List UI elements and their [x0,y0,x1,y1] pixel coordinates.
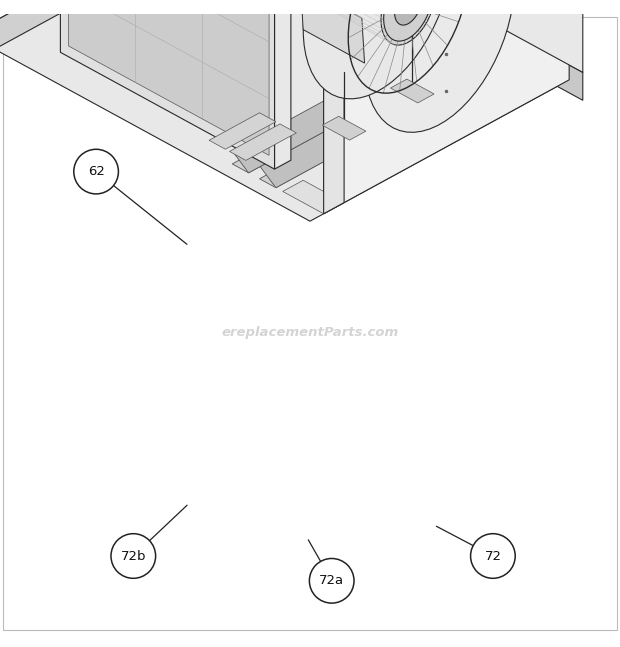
Polygon shape [260,45,521,188]
Polygon shape [60,0,275,169]
Text: 72: 72 [484,549,502,562]
Polygon shape [232,30,494,173]
Polygon shape [394,0,422,25]
Circle shape [49,0,66,10]
Polygon shape [303,0,453,99]
Circle shape [309,558,354,603]
Circle shape [53,0,62,5]
Polygon shape [381,0,435,45]
Polygon shape [365,0,515,132]
Polygon shape [391,79,434,103]
Text: ereplacementParts.com: ereplacementParts.com [221,326,399,339]
Polygon shape [322,116,366,140]
Text: 72b: 72b [120,549,146,562]
Polygon shape [242,0,583,100]
Circle shape [111,534,156,578]
Polygon shape [260,32,521,188]
Circle shape [74,149,118,194]
Polygon shape [229,124,296,160]
Polygon shape [0,0,583,221]
Polygon shape [69,0,269,155]
Text: 72a: 72a [319,575,344,587]
Polygon shape [384,0,433,41]
Text: 62: 62 [87,165,105,178]
Polygon shape [324,0,344,214]
Polygon shape [275,0,291,169]
Circle shape [2,0,18,12]
Circle shape [471,534,515,578]
Polygon shape [242,0,583,72]
Polygon shape [232,17,494,173]
Polygon shape [324,0,569,214]
Polygon shape [0,0,242,63]
Polygon shape [209,113,276,149]
Polygon shape [301,0,365,63]
Polygon shape [283,181,344,214]
Polygon shape [303,0,358,3]
